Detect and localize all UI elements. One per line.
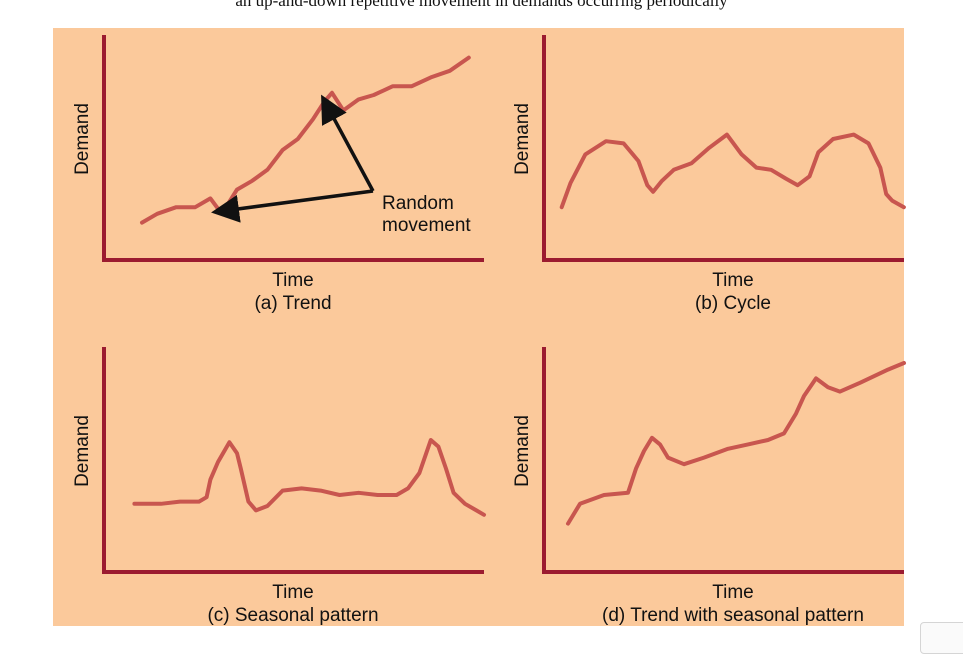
panel-1-x-label: Time — [272, 270, 314, 291]
panel-4-title: (d) Trend with seasonal pattern — [602, 605, 864, 626]
panel-1-y-label: Demand — [72, 103, 93, 175]
annotation-text-line-2: movement — [382, 215, 471, 236]
panel-2-y-label: Demand — [512, 103, 533, 175]
figure-background — [53, 28, 904, 626]
annotation-text-line-1: Random — [382, 193, 454, 214]
panel-4-y-label: Demand — [512, 415, 533, 487]
panel-2-title: (b) Cycle — [695, 293, 771, 314]
panel-2-series-line — [559, 132, 906, 210]
corner-widget[interactable] — [920, 622, 963, 654]
panel-3-y-label: Demand — [72, 415, 93, 487]
panel-3-x-label: Time — [272, 582, 314, 603]
panel-4-series-line — [566, 361, 906, 526]
panel-3-title: (c) Seasonal pattern — [207, 605, 378, 626]
panel-4-x-label: Time — [712, 582, 754, 603]
panel-2-x-label: Time — [712, 270, 754, 291]
annotation-arrow-1 — [211, 189, 374, 223]
annotation-arrow-2 — [321, 94, 375, 192]
panel-1-title: (a) Trend — [254, 293, 331, 314]
panel-3-series-line — [132, 438, 486, 517]
panel-1-series-line — [140, 55, 471, 225]
top-caption: an up-and-down repetitive movement in de… — [235, 0, 728, 10]
